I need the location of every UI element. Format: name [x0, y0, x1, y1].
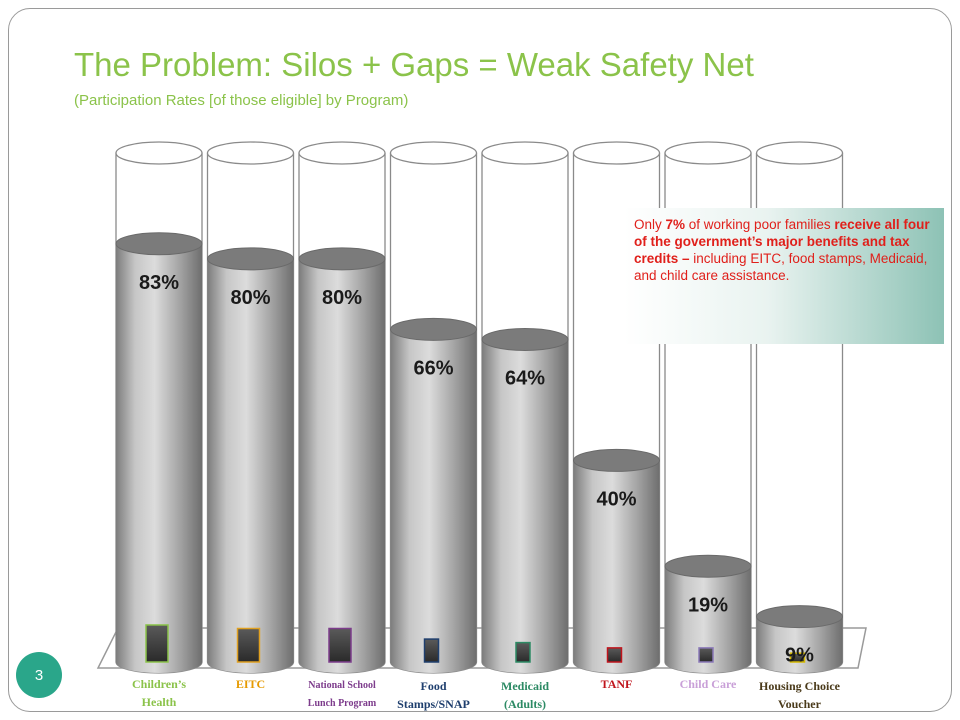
bar — [116, 243, 202, 673]
category-label: Child Care — [680, 677, 737, 691]
category-label: Housing Choice — [759, 679, 841, 693]
cylinder-outline-top — [115, 141, 203, 165]
cylinder-outline-top — [572, 141, 661, 165]
bar-top — [115, 232, 203, 256]
cylinder-outline-top — [389, 141, 478, 165]
data-label: 19% — [688, 594, 728, 616]
bar-top — [756, 605, 843, 629]
callout-box: Only 7% of working poor families receive… — [624, 208, 944, 344]
bar-top — [298, 247, 386, 271]
bar — [207, 258, 294, 673]
bar-top — [664, 554, 752, 578]
category-label: TANF — [601, 677, 633, 691]
bar — [299, 258, 385, 673]
bar — [665, 566, 751, 673]
data-label: 9% — [785, 645, 814, 667]
slide-title: The Problem: Silos + Gaps = Weak Safety … — [74, 46, 754, 83]
slide-subtitle: (Participation Rates [of those eligible]… — [74, 92, 409, 109]
cylinder-outline-top — [206, 141, 295, 165]
category-label: Food — [420, 679, 446, 693]
data-label: 40% — [596, 488, 636, 510]
category-label: Voucher — [778, 697, 822, 711]
callout-text-2: of working poor families — [685, 217, 835, 232]
category-label: National School — [308, 680, 376, 691]
callout-text-1: Only — [634, 217, 666, 232]
bar-top — [573, 448, 660, 472]
inner-marker-bar — [789, 652, 806, 663]
bar-top — [481, 327, 569, 351]
cylinder-outline-top — [664, 141, 752, 165]
cylinder-outline-top — [298, 141, 386, 165]
cylinder-outline-top — [755, 141, 844, 165]
data-label: 64% — [505, 367, 545, 389]
category-label: Medicaid — [501, 679, 549, 693]
callout-highlight-percent: 7% — [665, 217, 686, 232]
inner-marker-bar — [328, 627, 352, 663]
category-label: Children’s — [132, 677, 186, 691]
bar-top — [390, 317, 477, 341]
bar — [756, 616, 843, 673]
data-label: 80% — [322, 287, 362, 309]
bar — [573, 460, 660, 673]
category-label: Stamps/SNAP — [397, 697, 470, 711]
slide-frame — [8, 8, 952, 712]
bar — [390, 329, 477, 673]
inner-marker-bar — [236, 627, 261, 663]
data-label: 66% — [413, 357, 453, 379]
bar-top — [207, 247, 294, 271]
inner-marker-bar — [145, 624, 169, 663]
inner-marker-bar — [515, 641, 531, 663]
page-number-badge: 3 — [16, 652, 62, 698]
inner-marker-bar — [423, 638, 440, 663]
bar — [482, 339, 568, 673]
callout-highlight-text: receive all four of the government’s maj… — [634, 217, 930, 266]
data-label: 83% — [139, 272, 179, 294]
cylinder-outline-top — [481, 141, 569, 165]
inner-marker-bar — [606, 647, 623, 663]
inner-marker-bar — [698, 647, 714, 663]
category-label: (Adults) — [504, 697, 546, 711]
data-label: 80% — [230, 287, 270, 309]
category-label: EITC — [236, 677, 265, 691]
callout-text-3: including EITC, food stamps, Medicaid, a… — [634, 251, 928, 283]
category-label: Lunch Program — [308, 698, 377, 709]
category-label: Health — [142, 695, 177, 709]
